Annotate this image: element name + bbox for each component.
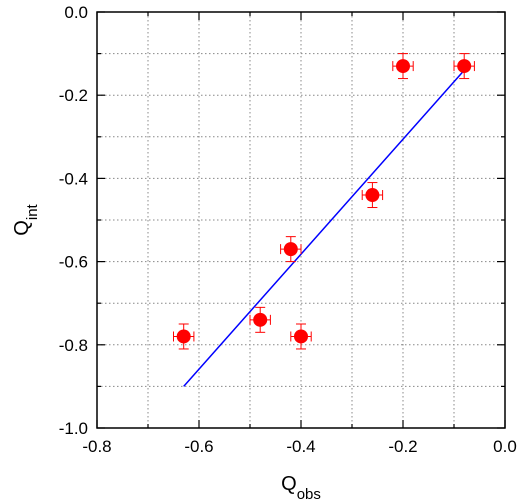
fit-line-layer	[183, 69, 465, 387]
data-points-layer	[173, 53, 475, 350]
data-point	[453, 53, 475, 80]
x-axis-label: Qobs	[281, 473, 321, 502]
y-tick-label: -0.2	[59, 86, 88, 105]
grid-lines	[97, 12, 505, 428]
point-marker	[176, 329, 191, 344]
point-marker	[365, 188, 380, 203]
data-point	[392, 53, 414, 80]
x-axis-label-main: Q	[281, 473, 297, 495]
point-marker	[283, 242, 298, 257]
x-tick-label: -0.4	[286, 437, 315, 456]
x-axis-label-sub: obs	[297, 486, 321, 502]
point-marker	[294, 329, 308, 344]
data-point	[290, 323, 312, 350]
x-tick-label: -0.6	[184, 437, 213, 456]
x-tick-label: -0.2	[388, 437, 417, 456]
y-axis-label-main: Q	[11, 220, 33, 236]
y-tick-label: -0.8	[59, 336, 88, 355]
tick-labels: -0.8 -0.6 -0.4 -0.2 0.0-1.0-0.8-0.6-0.4-0.20…	[59, 3, 517, 456]
data-point	[361, 182, 384, 209]
y-tick-label: -0.6	[59, 253, 88, 272]
y-axis-label-sub: int	[24, 203, 41, 220]
point-marker	[396, 59, 410, 74]
point-marker	[457, 59, 472, 74]
y-tick-label: -0.4	[59, 169, 88, 188]
point-marker	[253, 312, 268, 327]
data-point	[280, 236, 302, 263]
x-tick-label: 0.0	[493, 437, 517, 456]
y-axis-label: Qint	[11, 203, 41, 235]
data-point	[249, 306, 271, 333]
data-point	[173, 323, 195, 350]
y-tick-label: 0.0	[64, 3, 88, 22]
axis-ticks	[96, 11, 506, 429]
y-tick-label: -1.0	[59, 419, 88, 438]
x-tick-label: -0.8	[82, 437, 111, 456]
fit-line	[183, 69, 465, 387]
